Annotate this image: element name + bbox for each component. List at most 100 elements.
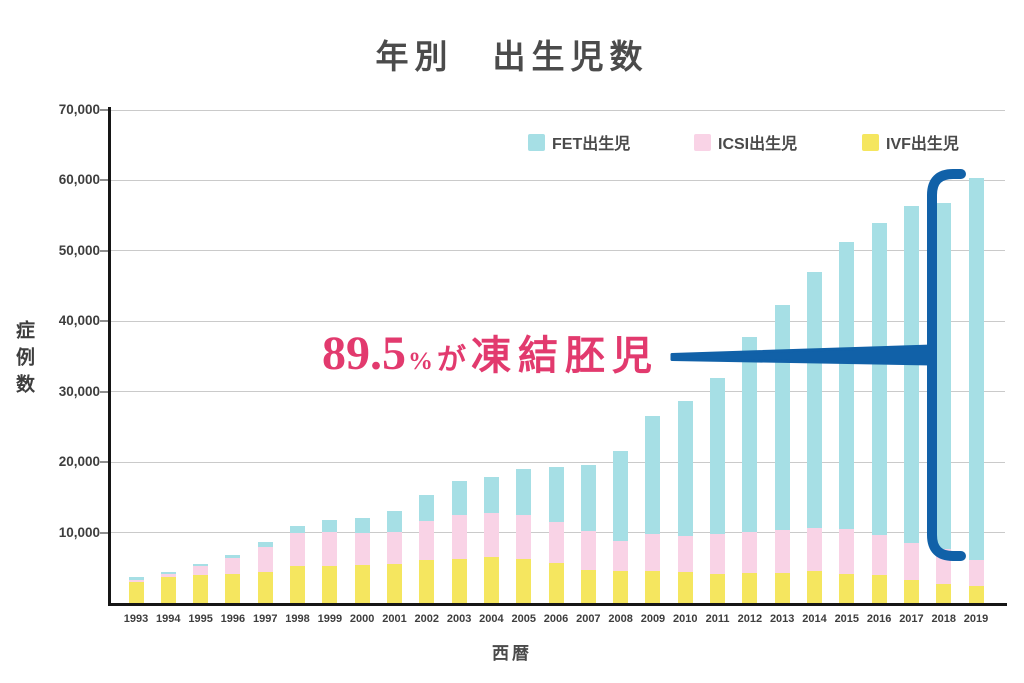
x-tick-label: 2012 [737,613,763,625]
x-tick-label: 2000 [349,613,375,625]
bar-segment-1999 [322,531,338,566]
x-tick-label: 2011 [705,613,730,625]
bar-segment-2007 [580,569,596,603]
bar-segment-2017 [903,543,919,581]
bar-segment-2012 [742,572,758,603]
y-tick [100,461,109,464]
annotation-label: 凍結胚児 [471,333,660,378]
bar-segment-2008 [613,450,629,541]
x-tick-label: 2014 [802,613,827,625]
x-tick-label: 2001 [382,613,407,625]
y-tick-label: 40,000 [58,313,100,329]
bar-segment-2014 [807,571,822,603]
bar-segment-1993 [128,581,144,603]
y-tick [100,390,109,393]
bar-segment-2018 [936,583,952,603]
bar-segment-2009 [645,416,661,534]
annotation-percent-sign: % [408,348,433,375]
bar-segment-2016 [871,575,887,603]
bar-segment-2011 [710,573,726,603]
bar-segment-2015 [839,242,855,529]
x-tick-label: 1995 [188,613,213,625]
gridline [110,461,1005,463]
gridline [110,179,1005,181]
bar-segment-2006 [548,467,564,523]
legend-item: FET出生児 [528,130,630,154]
bar-segment-2000 [354,517,370,534]
y-tick [100,249,109,252]
bar-segment-2010 [677,572,693,603]
gridline [110,391,1005,393]
legend-item: ICSI出生児 [694,130,797,154]
x-tick-label: 2010 [673,613,698,625]
bar-segment-1997 [257,541,273,548]
annotation-callout: 89.5 % が 凍結胚児 [322,330,659,378]
x-tick-label: 2006 [543,613,569,625]
bar-segment-1994 [160,571,176,575]
legend-label: ICSI出生児 [718,136,798,153]
annotation-particle: が [437,344,467,376]
legend-swatch-icon [528,133,545,151]
legend-label: IVF出生児 [886,136,959,153]
bar-segment-1994 [160,574,176,578]
annotation-number: 89.5 [322,327,406,380]
bar-segment-2015 [839,528,855,574]
bar-segment-2007 [580,464,596,531]
bar-segment-2002 [419,560,435,603]
bar-segment-1998 [290,566,306,603]
y-tick-label: 50,000 [58,242,100,258]
bar-segment-2008 [613,540,629,572]
bar-segment-2003 [451,514,467,559]
bar-segment-2005 [516,515,532,559]
x-tick-label: 1997 [252,613,278,625]
bar-segment-2001 [386,563,402,603]
y-tick-label: 70,000 [58,102,100,117]
bar-segment-2015 [839,573,855,603]
legend-item: IVF出生児 [862,130,959,154]
bar-segment-2012 [742,531,758,573]
x-tick-label: 2002 [414,613,440,625]
gridline [110,320,1005,322]
bar-segment-2003 [451,558,467,603]
bar-segment-2006 [548,522,564,564]
bar-segment-1995 [193,566,209,575]
x-tick-label: 2004 [479,613,504,625]
x-tick-label: 1993 [123,613,149,625]
bar-segment-1994 [160,577,176,603]
bar-segment-1997 [257,572,273,603]
bar-segment-2016 [871,535,887,576]
bar-segment-2001 [386,532,402,564]
bar-segment-2010 [677,535,693,573]
bar-segment-2019 [968,177,984,561]
bar-segment-1996 [225,557,241,574]
y-tick-label: 60,000 [58,172,100,188]
bar-segment-1993 [128,576,144,580]
bar-segment-2000 [354,564,370,603]
bar-segment-2014 [807,527,822,572]
y-tick [100,109,109,111]
x-tick-label: 2008 [608,613,633,625]
bar-segment-2017 [903,205,919,544]
bar-segment-2007 [580,530,596,570]
x-tick-label: 2003 [446,613,472,625]
x-tick-label: 2013 [769,613,795,625]
bar-segment-2006 [548,563,564,603]
gridline [110,109,1005,111]
legend-label: FET出生児 [552,136,631,153]
x-tick-label: 1998 [285,613,310,625]
x-tick-label: 2005 [511,613,536,625]
x-axis-line [108,603,1007,606]
bar-segment-1993 [128,579,144,582]
bar-segment-2004 [483,476,499,513]
x-tick-label: 2009 [640,613,666,625]
x-tick-label: 2016 [866,613,892,625]
y-tick [100,531,109,534]
y-tick-label: 10,000 [58,524,100,540]
x-tick-label: 2018 [931,613,956,625]
y-axis-title: 症例数 [13,320,34,401]
y-tick-label: 30,000 [58,383,100,399]
bar-segment-2009 [645,571,661,603]
bar-segment-2004 [483,557,499,603]
bar-segment-2012 [742,337,758,532]
